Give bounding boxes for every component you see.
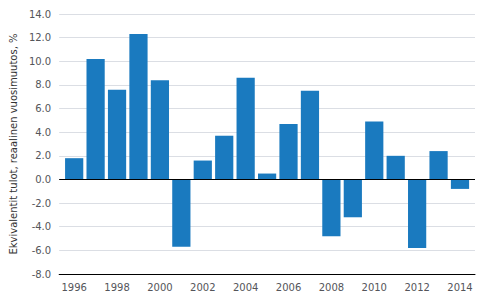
- svg-text:-8.0: -8.0: [32, 269, 52, 280]
- svg-text:2010: 2010: [362, 282, 387, 293]
- svg-text:1996: 1996: [61, 282, 86, 293]
- svg-text:8.0: 8.0: [35, 79, 51, 90]
- svg-text:-4.0: -4.0: [32, 221, 52, 232]
- svg-text:2004: 2004: [233, 282, 258, 293]
- svg-text:10.0: 10.0: [29, 56, 51, 67]
- svg-text:6.0: 6.0: [35, 103, 51, 114]
- svg-text:1998: 1998: [104, 282, 129, 293]
- svg-text:2012: 2012: [404, 282, 429, 293]
- svg-text:0.0: 0.0: [35, 174, 51, 185]
- svg-text:2006: 2006: [276, 282, 301, 293]
- svg-text:2008: 2008: [319, 282, 344, 293]
- svg-text:2.0: 2.0: [35, 150, 51, 161]
- svg-text:4.0: 4.0: [35, 127, 51, 138]
- svg-text:14.0: 14.0: [29, 9, 51, 20]
- svg-text:12.0: 12.0: [29, 32, 51, 43]
- svg-text:2002: 2002: [190, 282, 215, 293]
- svg-text:Ekvivalentit tulot, reaalinen: Ekvivalentit tulot, reaalinen vuosimuuto…: [8, 33, 19, 254]
- svg-text:2000: 2000: [147, 282, 172, 293]
- svg-text:-2.0: -2.0: [32, 198, 52, 209]
- svg-text:-6.0: -6.0: [32, 245, 52, 256]
- svg-text:2014: 2014: [447, 282, 472, 293]
